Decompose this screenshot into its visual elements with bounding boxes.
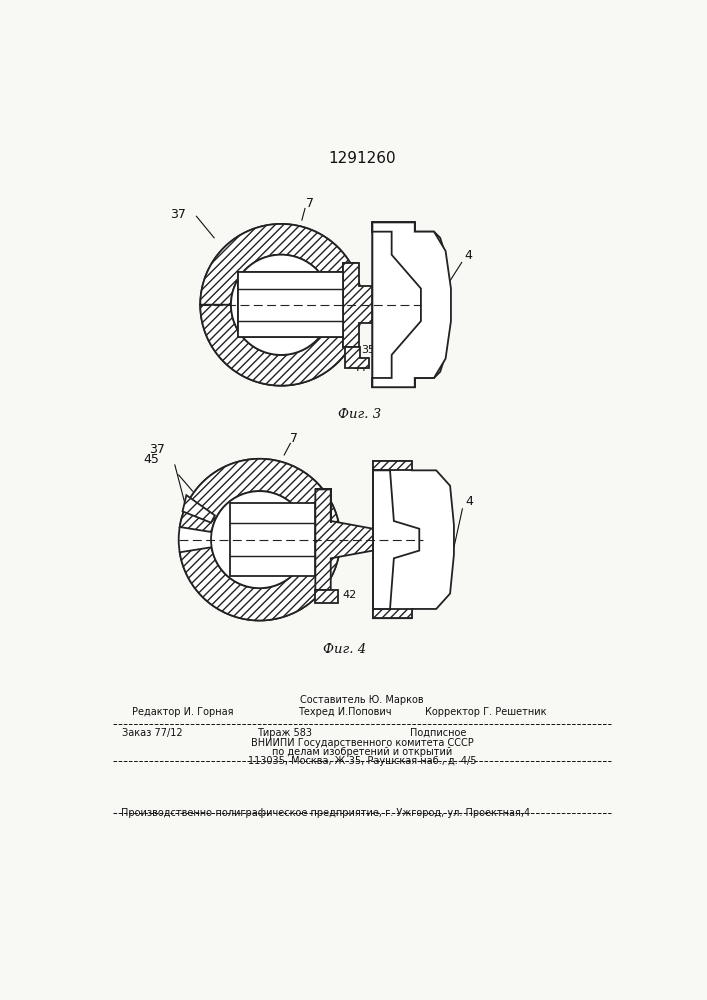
Polygon shape (200, 305, 362, 386)
Circle shape (211, 491, 308, 588)
Text: Техред И.Попович: Техред И.Попович (298, 707, 392, 717)
Text: 45: 45 (144, 453, 160, 466)
Text: Заказ 77/12: Заказ 77/12 (122, 728, 183, 738)
Text: Редактор И. Горная: Редактор И. Горная (132, 707, 234, 717)
Text: Производственно-полиграфическое предприятие, г. Ужгород, ул. Проектная,4: Производственно-полиграфическое предприя… (121, 808, 530, 818)
Polygon shape (373, 461, 411, 470)
Polygon shape (343, 263, 373, 347)
Text: по делам изобретений и открытий: по делам изобретений и открытий (271, 747, 452, 757)
Text: Фиг. 4: Фиг. 4 (322, 643, 366, 656)
Polygon shape (343, 263, 373, 347)
Polygon shape (373, 609, 411, 618)
Polygon shape (315, 489, 331, 523)
Polygon shape (345, 347, 369, 368)
Polygon shape (180, 547, 339, 620)
Text: Корректор Г. Решетник: Корректор Г. Решетник (425, 707, 547, 717)
Text: 42: 42 (342, 590, 356, 600)
Text: 1291260: 1291260 (328, 151, 396, 166)
Text: Тираж 583: Тираж 583 (257, 728, 312, 738)
Text: ВНИИПИ Государственного комитета СССР: ВНИИПИ Государственного комитета СССР (250, 738, 473, 748)
Polygon shape (373, 232, 421, 378)
Polygon shape (373, 222, 451, 387)
Text: Составитель Ю. Марков: Составитель Ю. Марков (300, 695, 423, 705)
Polygon shape (315, 590, 339, 603)
Polygon shape (373, 470, 419, 609)
Circle shape (231, 255, 332, 355)
Text: 4: 4 (465, 495, 474, 508)
Polygon shape (373, 222, 415, 232)
Text: Подписное: Подписное (409, 728, 466, 738)
Polygon shape (238, 272, 343, 337)
Polygon shape (373, 461, 454, 618)
Text: 113035, Москва, Ж-35, Раушская наб., д. 4/5: 113035, Москва, Ж-35, Раушская наб., д. … (247, 756, 477, 766)
Text: 7: 7 (305, 197, 314, 210)
Polygon shape (373, 378, 415, 387)
Text: 44: 44 (352, 363, 367, 373)
Text: 37: 37 (149, 443, 165, 456)
Circle shape (179, 459, 340, 620)
Polygon shape (180, 459, 339, 532)
Polygon shape (315, 489, 373, 590)
Polygon shape (238, 272, 343, 337)
Text: 37: 37 (170, 208, 187, 221)
Circle shape (200, 224, 362, 386)
Text: 35: 35 (361, 345, 375, 355)
Polygon shape (230, 503, 315, 576)
Text: 7: 7 (290, 432, 298, 445)
Text: 4: 4 (464, 249, 473, 262)
Text: Фиг. 3: Фиг. 3 (338, 408, 381, 421)
Polygon shape (200, 224, 362, 305)
Polygon shape (373, 222, 450, 387)
Polygon shape (182, 495, 215, 523)
